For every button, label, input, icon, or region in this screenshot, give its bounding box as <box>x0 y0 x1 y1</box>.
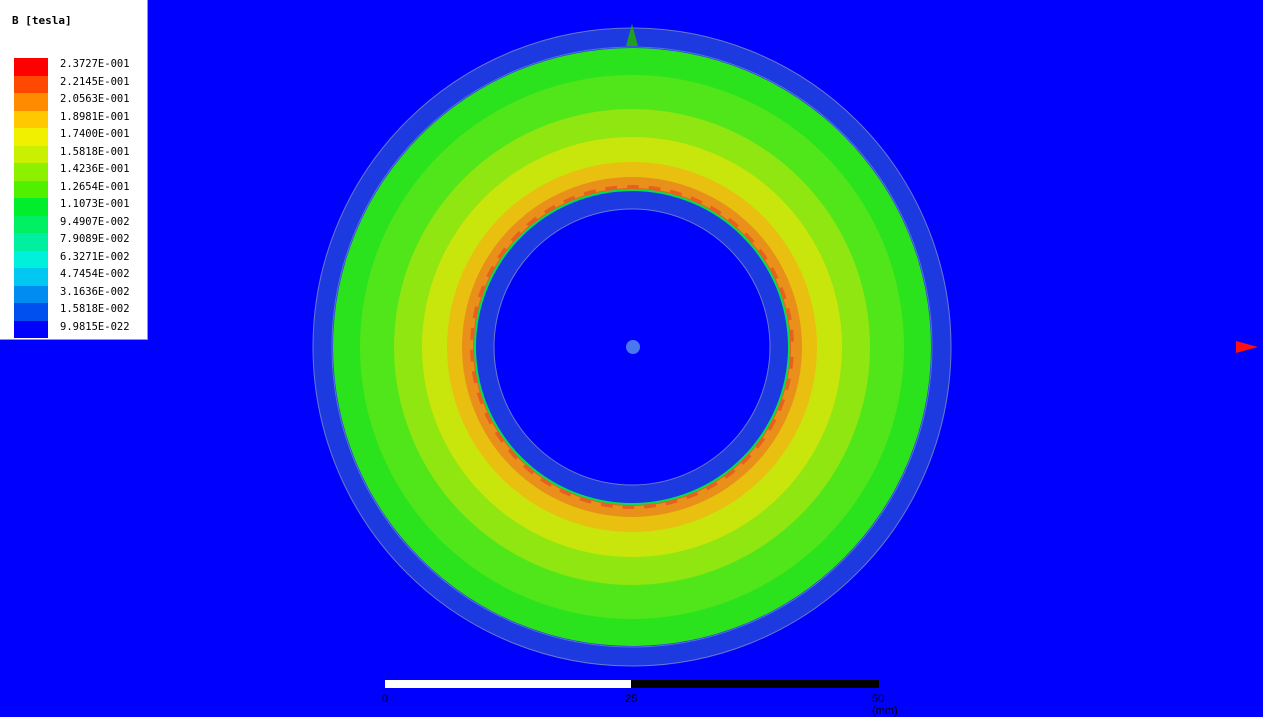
legend-entry: 7.9089E-002 <box>14 233 144 251</box>
contour-plot <box>312 27 952 667</box>
legend-value: 1.5818E-002 <box>60 303 130 315</box>
legend-swatch <box>14 75 48 93</box>
legend-entry: 1.5818E-001 <box>14 145 144 163</box>
legend-entry: 1.1073E-001 <box>14 198 144 216</box>
legend-value: 3.1636E-002 <box>60 285 130 298</box>
legend-swatch <box>14 320 48 338</box>
legend-entry: 2.0563E-001 <box>14 93 144 111</box>
scale-bar-black-segment <box>631 680 879 688</box>
legend-value: 2.2145E-001 <box>60 75 130 88</box>
legend-panel: B [tesla] 2.3727E-001 2.2145E-001 2.0563E-… <box>0 0 148 340</box>
legend-value: 2.3727E-001 <box>60 58 130 70</box>
legend-entry: 2.2145E-001 <box>14 75 144 93</box>
legend-swatch <box>14 128 48 146</box>
legend-entry: 4.7454E-002 <box>14 268 144 286</box>
legend-swatch <box>14 110 48 128</box>
legend-swatch <box>14 58 48 76</box>
x-axis-arrow-icon <box>1236 341 1258 353</box>
legend-value: 4.7454E-002 <box>60 268 130 280</box>
legend-swatch <box>14 303 48 321</box>
legend-entry: 1.5818E-002 <box>14 303 144 321</box>
legend-value: 1.2654E-001 <box>60 180 130 193</box>
legend-value: 9.4907E-002 <box>60 215 130 228</box>
legend-title: B [tesla] <box>12 14 72 27</box>
legend-value: 1.5818E-001 <box>60 145 130 158</box>
legend-entry: 1.4236E-001 <box>14 163 144 181</box>
scale-label-mid: 25 <box>625 693 638 705</box>
legend-entry: 9.9815E-022 <box>14 320 144 338</box>
legend-swatch <box>14 145 48 163</box>
outer-shell-inner-edge <box>331 46 933 648</box>
legend-value: 7.9089E-002 <box>60 233 130 245</box>
scale-label-end: 50 (mm) <box>872 693 898 717</box>
legend-value: 2.0563E-001 <box>60 93 130 105</box>
legend-entry: 6.3271E-002 <box>14 250 144 268</box>
scale-label-start: 0 <box>382 693 389 705</box>
legend-swatch <box>14 180 48 198</box>
legend-value: 1.1073E-001 <box>60 198 130 210</box>
legend-swatch <box>14 93 48 111</box>
legend-swatch <box>14 250 48 268</box>
y-axis-arrow-icon <box>626 24 638 46</box>
legend-entry: 3.1636E-002 <box>14 285 144 303</box>
scale-bar-white-segment <box>385 680 631 688</box>
legend-entry: 2.3727E-001 <box>14 58 144 76</box>
legend-swatch <box>14 285 48 303</box>
legend-entry: 1.8981E-001 <box>14 110 144 128</box>
legend-entry: 1.7400E-001 <box>14 128 144 146</box>
scale-bar: 0 25 50 (mm) <box>382 680 898 717</box>
legend-entry: 9.4907E-002 <box>14 215 144 233</box>
legend-swatch <box>14 268 48 286</box>
legend-value: 6.3271E-002 <box>60 250 130 263</box>
legend-swatch <box>14 215 48 233</box>
legend-value: 9.9815E-022 <box>60 320 130 333</box>
legend-swatch <box>14 233 48 251</box>
legend-value: 1.8981E-001 <box>60 110 130 123</box>
legend-swatch <box>14 198 48 216</box>
origin-marker <box>626 340 640 354</box>
legend-swatch <box>14 163 48 181</box>
legend-entry: 1.2654E-001 <box>14 180 144 198</box>
legend-value: 1.7400E-001 <box>60 128 130 140</box>
legend-value: 1.4236E-001 <box>60 163 130 175</box>
